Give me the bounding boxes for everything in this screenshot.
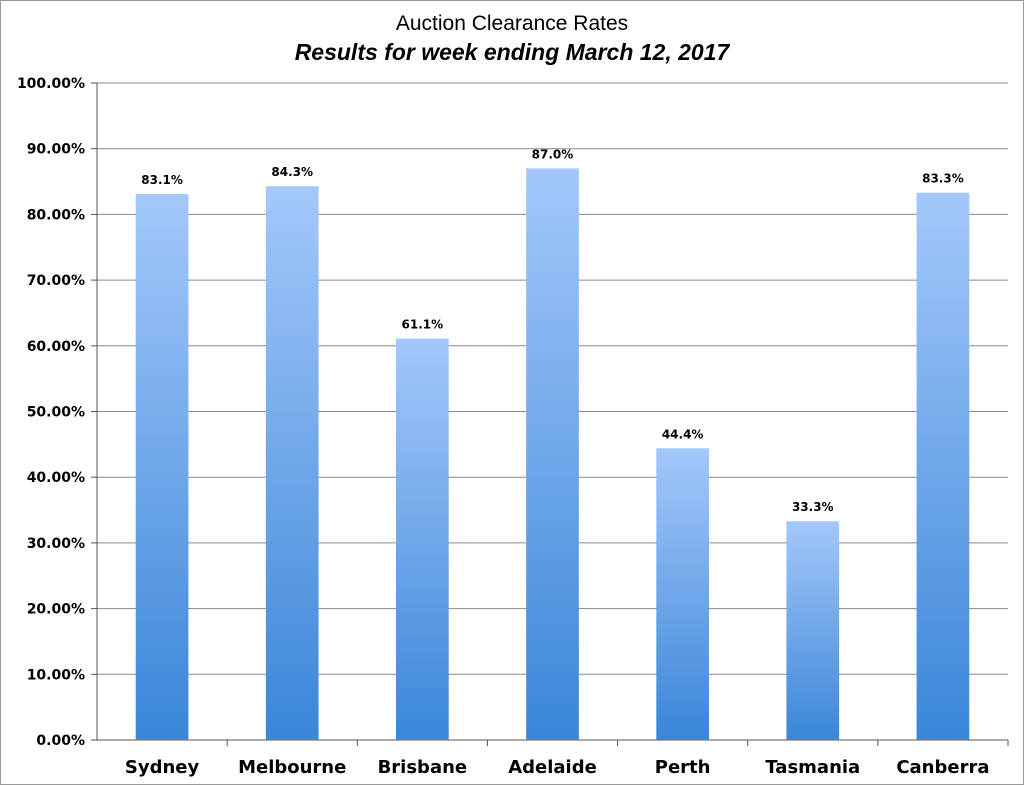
labels: 0.00% 10.00% 20.00% 30.00% 40.00% 50.00% 60.00… [17,76,990,778]
x-tick-label: Adelaide [508,757,597,778]
data-label: 83.3% [922,172,964,186]
x-tick-label: Sydney [125,757,200,778]
chart-subtitle: Results for week ending March 12, 2017 [294,39,730,65]
y-tick-label: 10.00% [27,667,85,683]
y-tick-label: 70.00% [27,273,85,289]
y-tick-label: 0.00% [36,733,85,749]
x-tick-label: Perth [655,757,711,778]
data-label: 84.3% [271,165,313,179]
chart-title: Auction Clearance Rates [395,12,629,35]
bar-brisbane [396,338,449,740]
data-label: 33.3% [792,500,834,514]
y-tick-label: 30.00% [27,536,85,552]
bar-perth [656,448,709,740]
y-tick-label: 20.00% [27,602,85,618]
data-label: 61.1% [402,318,444,332]
bar-tasmania [786,521,840,740]
x-tick-label: Melbourne [238,757,346,778]
x-tick-label: Canberra [896,757,989,778]
bars [135,168,970,741]
bar-melbourne [265,186,319,741]
y-tick-label: 100.00% [17,76,85,92]
bar-adelaide [526,168,579,740]
x-tick-label: Brisbane [378,757,468,778]
x-tick-label: Tasmania [765,757,860,778]
bar-sydney [135,194,189,740]
data-label: 87.0% [532,147,574,161]
data-label: 44.4% [662,427,704,441]
y-tick-label: 40.00% [27,470,85,486]
bar-canberra [916,192,970,740]
y-tick-label: 50.00% [27,405,85,421]
y-tick-label: 90.00% [27,142,85,158]
y-tick-label: 60.00% [27,339,85,355]
data-label: 83.1% [141,173,183,187]
y-tick-label: 80.00% [27,207,85,223]
